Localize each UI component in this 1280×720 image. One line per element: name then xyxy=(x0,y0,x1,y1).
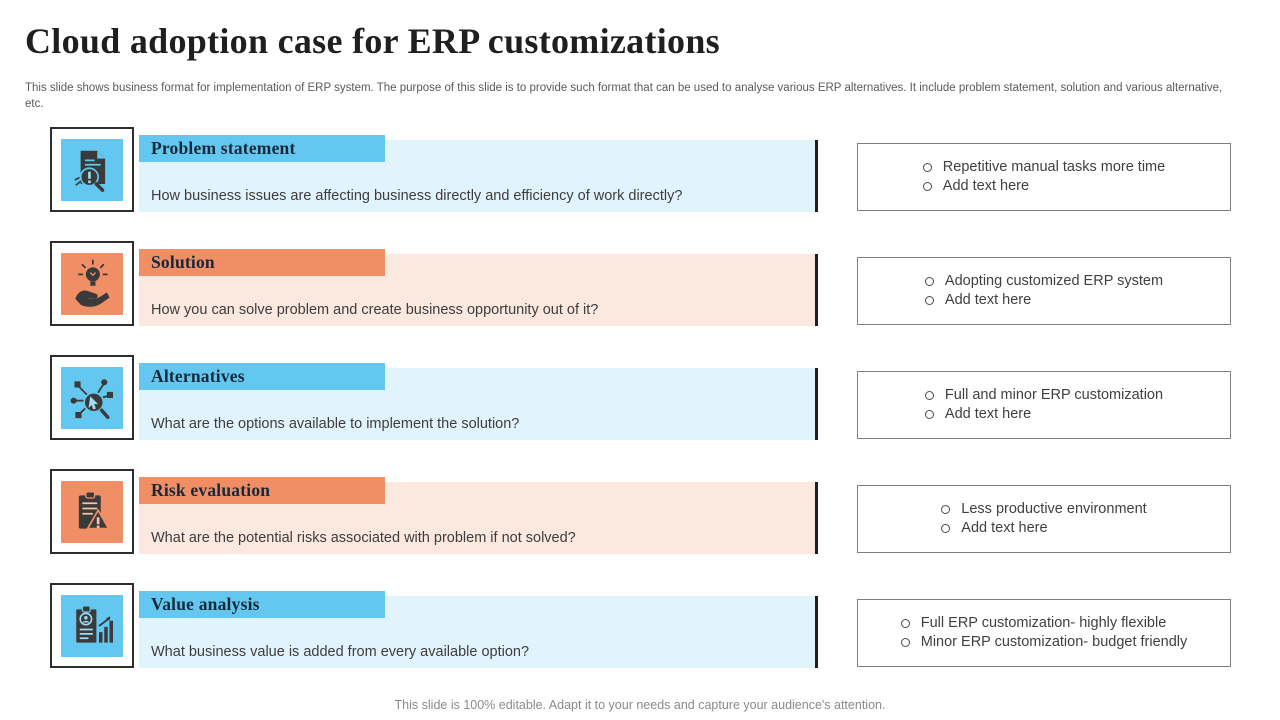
bullet-text: Minor ERP customization- budget friendly xyxy=(920,634,1188,650)
row-title: Value analysis xyxy=(151,594,260,614)
bullet-text: Add text here xyxy=(944,406,1032,422)
bullet-item: Full ERP customization- highly flexible xyxy=(900,614,1188,634)
circle-bullet-icon xyxy=(900,618,910,628)
row-title-bar: Risk evaluation xyxy=(139,477,385,504)
bullet-item: Less productive environment xyxy=(941,500,1147,520)
footer-note: This slide is 100% editable. Adapt it to… xyxy=(394,698,886,712)
bullet-item: Minor ERP customization- budget friendly xyxy=(900,633,1188,653)
bullet-text: Add text here xyxy=(961,520,1048,536)
circle-bullet-icon xyxy=(941,504,951,514)
bullet-list: Repetitive manual tasks more time Add te… xyxy=(922,158,1166,197)
circle-bullet-icon xyxy=(941,524,951,534)
bullet-box: Full ERP customization- highly flexible … xyxy=(857,599,1231,667)
icon-box xyxy=(50,355,134,440)
row-title: Solution xyxy=(151,252,215,272)
row-title-bar: Value analysis xyxy=(139,591,385,618)
row-title-bar: Solution xyxy=(139,249,385,276)
row-question: How business issues are affecting busine… xyxy=(151,188,683,204)
circle-bullet-icon xyxy=(922,182,932,192)
row-problem-statement: Problem statement How business issues ar… xyxy=(0,127,1280,212)
bullet-text: Add text here xyxy=(944,292,1032,308)
circle-bullet-icon xyxy=(924,276,934,286)
icon-tile xyxy=(61,252,123,315)
network-search-icon xyxy=(70,378,113,419)
circle-bullet-icon xyxy=(900,638,910,648)
slide-description: This slide shows business format for imp… xyxy=(25,82,1223,111)
icon-box xyxy=(50,469,134,554)
row-question: What are the potential risks associated … xyxy=(151,530,576,546)
bullet-text: Less productive environment xyxy=(961,500,1147,517)
row-question: How you can solve problem and create bus… xyxy=(151,302,599,318)
row-title-bar: Alternatives xyxy=(139,363,385,390)
value-chart-icon xyxy=(76,604,113,643)
bullet-item: Repetitive manual tasks more time xyxy=(922,158,1166,178)
bullet-text: Add text here xyxy=(942,178,1030,194)
row-title: Risk evaluation xyxy=(151,480,271,500)
icon-tile xyxy=(61,480,123,543)
icon-tile xyxy=(61,138,123,201)
circle-bullet-icon xyxy=(924,410,934,420)
bullet-text: Adopting customized ERP system xyxy=(944,272,1164,289)
bullet-list: Full ERP customization- highly flexible … xyxy=(900,614,1188,653)
row-alternatives: Alternatives What are the options availa… xyxy=(0,355,1280,440)
icon-tile xyxy=(61,366,123,429)
row-value-analysis: Value analysis What business value is ad… xyxy=(0,583,1280,668)
bullet-item: Add text here xyxy=(941,519,1146,539)
bullet-list: Full and minor ERP customization Add tex… xyxy=(924,386,1164,425)
icon-tile xyxy=(61,594,123,657)
icon-box xyxy=(50,127,134,212)
circle-bullet-icon xyxy=(924,390,934,400)
row-title-bar: Problem statement xyxy=(139,135,385,162)
page-title: Cloud adoption case for ERP customizatio… xyxy=(25,21,720,61)
bullet-list: Less productive environment Add text her… xyxy=(941,500,1147,539)
bullet-item: Adopting customized ERP system xyxy=(924,272,1164,292)
bullet-box: Full and minor ERP customization Add tex… xyxy=(857,371,1231,439)
row-title: Alternatives xyxy=(151,366,245,386)
idea-hand-icon xyxy=(75,259,110,307)
bullet-box: Less productive environment Add text her… xyxy=(857,485,1231,553)
bullet-item: Full and minor ERP customization xyxy=(924,386,1164,406)
row-solution: Solution How you can solve problem and c… xyxy=(0,241,1280,326)
circle-bullet-icon xyxy=(924,296,934,306)
bullet-text: Full and minor ERP customization xyxy=(944,386,1164,403)
row-risk-evaluation: Risk evaluation What are the potential r… xyxy=(0,469,1280,554)
bullet-item: Add text here xyxy=(924,405,1163,425)
row-title: Problem statement xyxy=(151,138,296,158)
bullet-box: Adopting customized ERP system Add text … xyxy=(857,257,1231,325)
icon-box xyxy=(50,583,134,668)
risk-clipboard-icon xyxy=(78,490,111,529)
bullet-text: Repetitive manual tasks more time xyxy=(942,158,1166,175)
bullet-item: Add text here xyxy=(922,177,1165,197)
circle-bullet-icon xyxy=(922,162,932,172)
bullet-item: Add text here xyxy=(924,291,1163,311)
icon-box xyxy=(50,241,134,326)
row-question: What business value is added from every … xyxy=(151,644,530,660)
bullet-box: Repetitive manual tasks more time Add te… xyxy=(857,143,1231,211)
bullet-text: Full ERP customization- highly flexible xyxy=(920,614,1167,631)
row-question: What are the options available to implem… xyxy=(151,416,520,432)
bullet-list: Adopting customized ERP system Add text … xyxy=(924,272,1164,311)
document-search-icon xyxy=(74,150,106,192)
